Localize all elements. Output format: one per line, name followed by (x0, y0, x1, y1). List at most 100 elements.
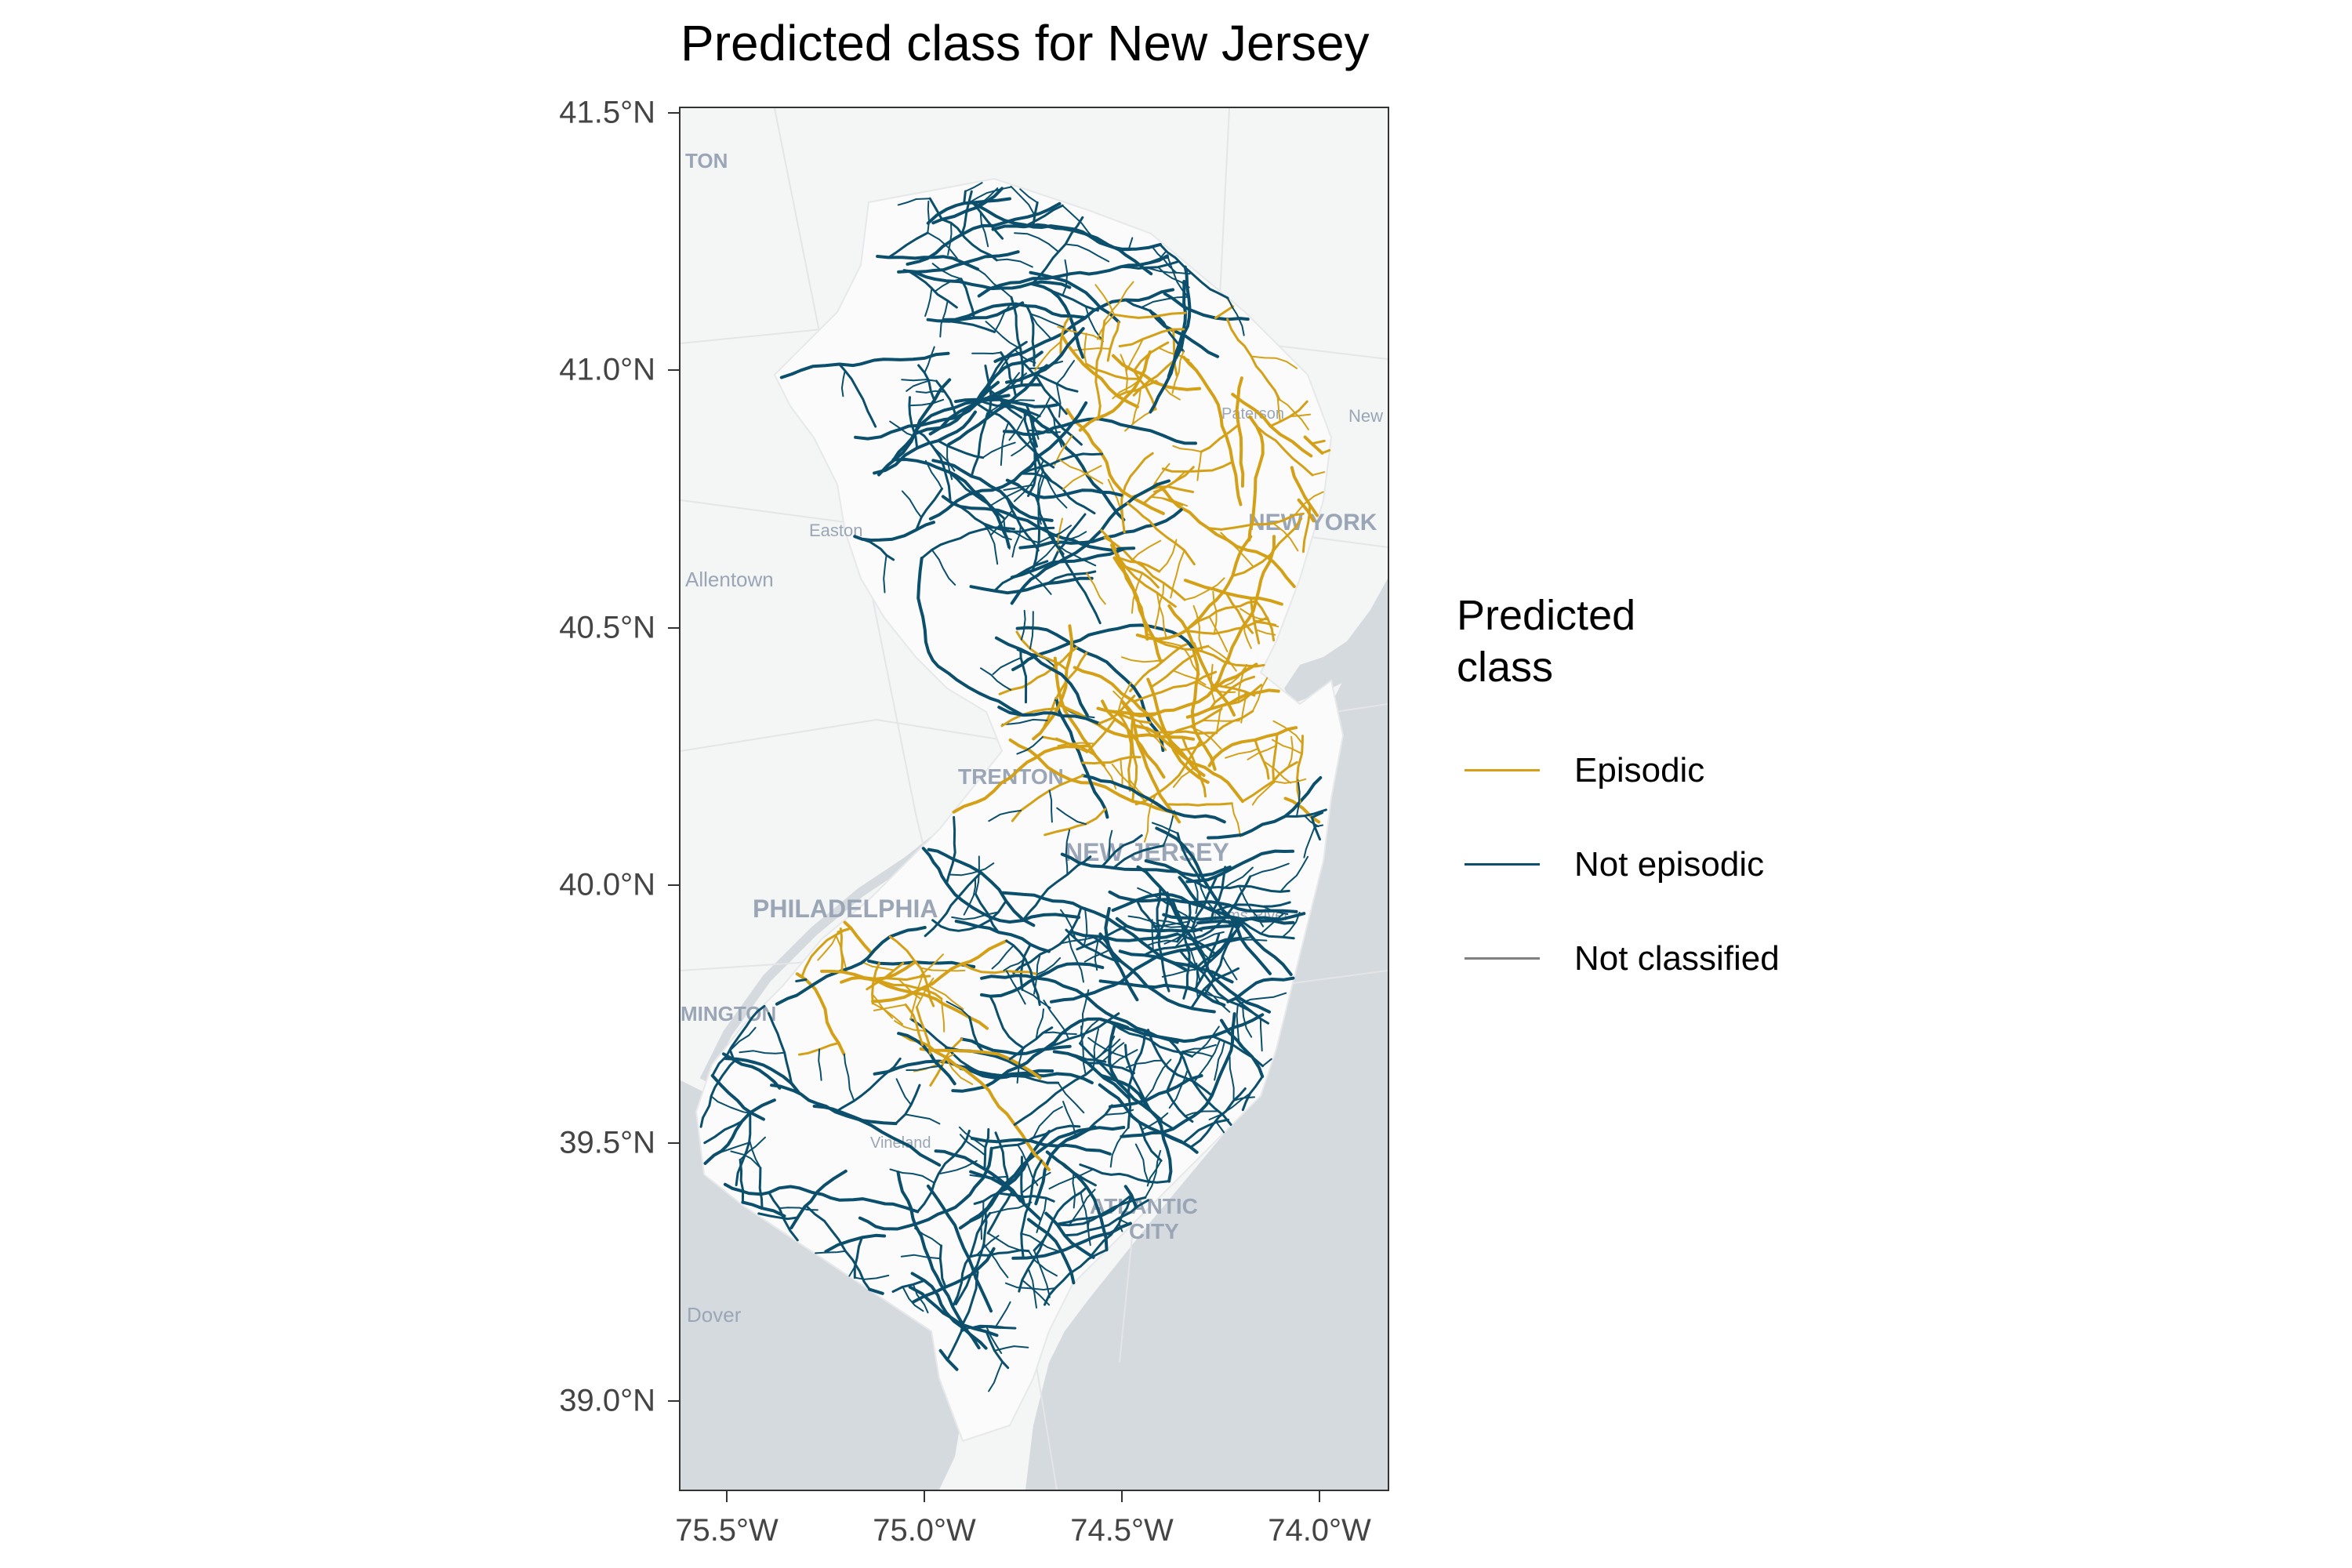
map-panel[interactable]: TON Allentown Easton Paterson New NEW YO… (679, 107, 1389, 1491)
stream-segment (960, 278, 975, 319)
stream-segment (1220, 1018, 1265, 1079)
y-tick-label-41-5: 41.5°N (559, 95, 655, 130)
stream-segment (1151, 919, 1154, 952)
stream-segment (876, 255, 980, 271)
stream-segment (963, 190, 967, 205)
stream-segment (861, 538, 895, 561)
stream-segment (900, 1254, 942, 1260)
stream-segment (1168, 1069, 1189, 1109)
stream-segment (964, 182, 983, 192)
stream-segment (1037, 475, 1045, 525)
stream-segment (775, 926, 927, 1006)
stream-segment (1215, 936, 1252, 944)
stream-segment (938, 1244, 947, 1289)
stream-segment (1108, 890, 1298, 913)
stream-segment (789, 1169, 848, 1230)
stream-segment (935, 278, 962, 292)
stream-segment (1221, 955, 1238, 981)
stream-segment (908, 396, 919, 449)
stream-segment (1251, 677, 1269, 713)
stream-segment (959, 505, 1055, 533)
stream-segment (1020, 1156, 1026, 1206)
stream-segment (1287, 735, 1294, 768)
stream-segment (1163, 810, 1175, 847)
legend-item-episodic[interactable]: Episodic (1465, 746, 1857, 793)
stream-segment (1274, 389, 1281, 423)
stream-segment (1003, 517, 1011, 550)
stream-segment (1310, 439, 1326, 445)
stream-segment (1215, 704, 1224, 734)
stream-segment (872, 1002, 903, 1025)
stream-segment (1063, 1199, 1149, 1237)
stream-segment (1210, 663, 1216, 703)
stream-segment (1192, 604, 1203, 652)
stream-segment (932, 446, 956, 472)
stream-segment (1098, 979, 1226, 1007)
stream-segment (723, 1182, 920, 1214)
y-tick-mark-40-0 (668, 884, 679, 886)
stream-segment (1155, 826, 1272, 975)
stream-segment (1197, 875, 1215, 911)
y-tick-label-40-0: 40.0°N (559, 867, 655, 902)
legend-item-not-classified[interactable]: Not classified (1465, 935, 1857, 982)
stream-segment (1121, 656, 1166, 663)
stream-segment (1047, 570, 1097, 585)
stream-segment (891, 1279, 926, 1293)
stream-segment (926, 1184, 993, 1313)
stream-segment (1011, 623, 1196, 672)
stream-segment (1207, 645, 1237, 672)
stream-segment (916, 557, 1024, 717)
stream-segment (739, 1158, 745, 1203)
stream-segment (1116, 1218, 1129, 1225)
stream-segment (1229, 1055, 1235, 1102)
stream-segment (983, 523, 999, 565)
stream-segment (1132, 358, 1177, 397)
stream-segment (1073, 666, 1210, 784)
stream-segment (1085, 362, 1142, 380)
stream-segment (1190, 600, 1258, 628)
stream-segment (927, 231, 958, 260)
stream-segment (992, 657, 1022, 675)
stream-segment (854, 383, 1043, 441)
stream-segment (1215, 1121, 1225, 1134)
stream-segment (1126, 502, 1196, 566)
stream-segment (1078, 350, 1152, 432)
stream-segment (1170, 550, 1185, 599)
stream-segment (1132, 670, 1218, 703)
stream-segment (1038, 524, 1072, 544)
stream-segment (1220, 532, 1254, 568)
stream-segment (817, 931, 840, 961)
stream-segment (840, 369, 846, 397)
stream-segment (1154, 582, 1165, 629)
stream-segment (815, 1250, 847, 1254)
label-philadelphia: PHILADELPHIA (753, 895, 938, 923)
map-canvas[interactable]: TON Allentown Easton Paterson New NEW YO… (681, 108, 1388, 1490)
stream-segment (1116, 379, 1158, 397)
stream-segment (1171, 350, 1185, 394)
stream-segment (1050, 289, 1099, 312)
stream-segment (1130, 539, 1162, 563)
stream-segment (1103, 536, 1186, 601)
stream-segment (916, 1129, 971, 1213)
legend-item-not-episodic[interactable]: Not episodic (1465, 840, 1857, 887)
label-dover: Dover (687, 1303, 742, 1327)
stream-segment (902, 1286, 924, 1312)
stream-segment (1185, 941, 1201, 982)
stream-segment (1196, 931, 1225, 943)
stream-segment (1238, 885, 1265, 927)
stream-segment (820, 960, 917, 981)
stream-segment (739, 1136, 766, 1161)
stream-segment (1010, 185, 1036, 216)
stream-segment (1208, 615, 1229, 652)
stream-segment (926, 984, 964, 1010)
stream-segment (937, 439, 985, 459)
stream-segment (1048, 1168, 1094, 1190)
stream-segment (1149, 280, 1187, 414)
stream-segment (1192, 641, 1236, 717)
stream-segment (1108, 829, 1113, 860)
stream-segment (1134, 1143, 1149, 1183)
stream-segment (1118, 328, 1185, 348)
stream-segment (1104, 1109, 1134, 1116)
stream-segment (1116, 556, 1161, 573)
stream-segment (1321, 448, 1331, 455)
